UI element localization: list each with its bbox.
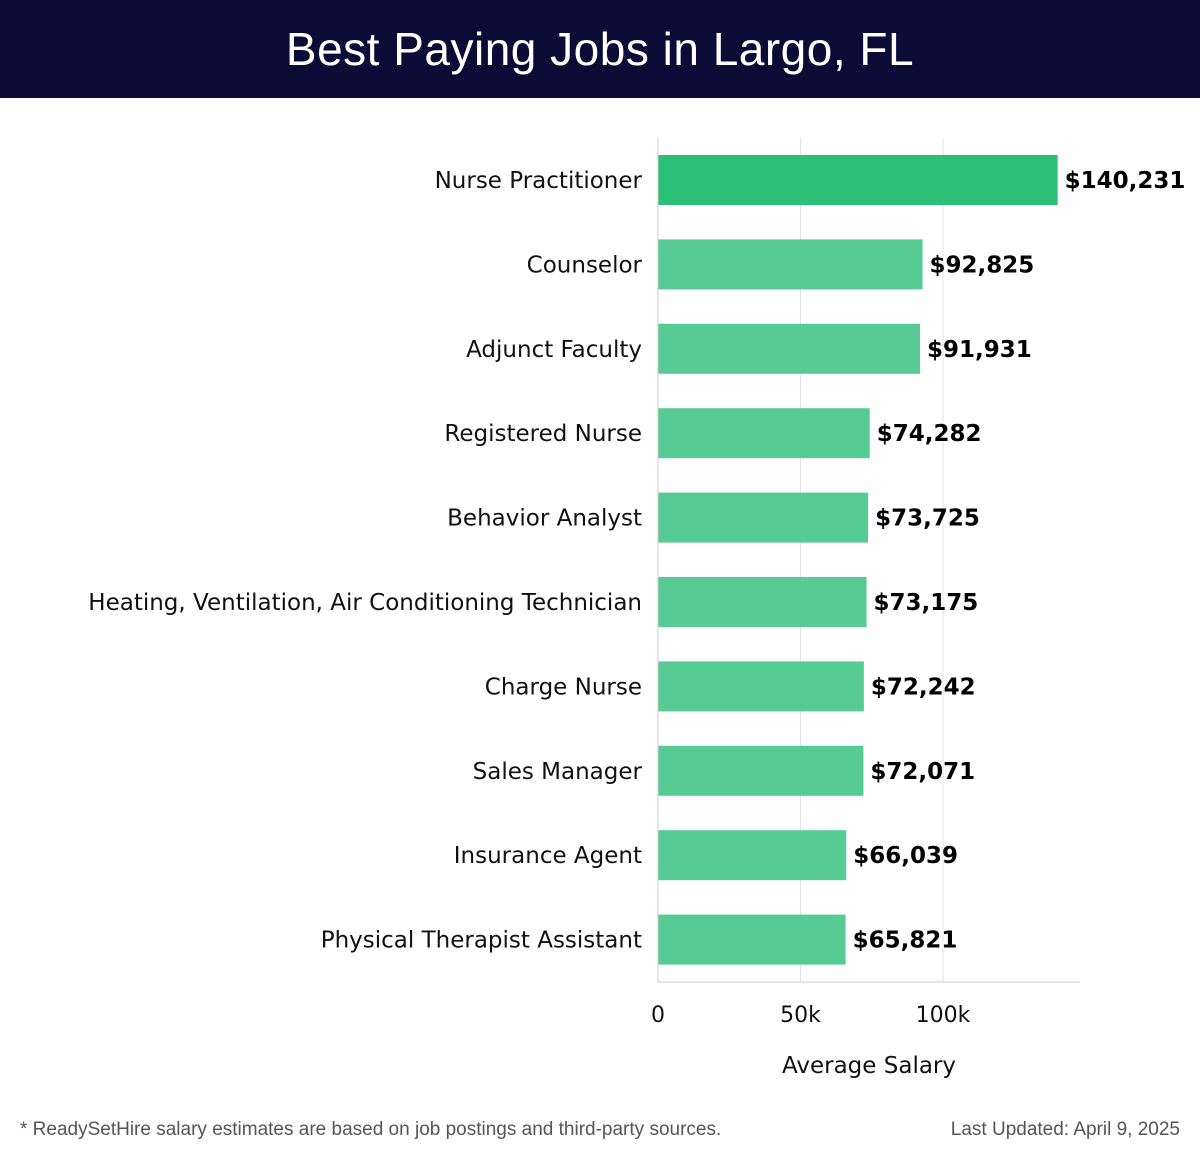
bar	[658, 830, 847, 881]
x-axis-title: Average Salary	[782, 1053, 956, 1079]
last-updated: Last Updated: April 9, 2025	[950, 1119, 1180, 1140]
bar	[658, 661, 864, 712]
bars	[658, 155, 1058, 965]
bar	[658, 577, 867, 627]
category-label: Behavior Analyst	[447, 506, 642, 532]
salary-bar-chart: Nurse Practitioner Counselor Adjunct Facul…	[88, 138, 1186, 1079]
footnote: * ReadySetHire salary estimates are base…	[20, 1119, 722, 1140]
bar	[658, 323, 921, 374]
header-banner: Best Paying Jobs in Largo, FL	[0, 0, 1200, 98]
value-label: $72,242	[871, 674, 976, 700]
value-label: $92,825	[930, 252, 1035, 278]
value-label: $65,821	[853, 928, 958, 954]
category-label: Heating, Ventilation, Air Conditioning T…	[88, 590, 642, 616]
value-label: $74,282	[877, 421, 982, 447]
value-labels: $140,231 $92,825 $91,931 $74,282 $73,725 $73,…	[853, 168, 1186, 954]
value-label: $72,071	[870, 759, 975, 785]
category-label: Sales Manager	[473, 759, 643, 785]
bar	[658, 155, 1058, 205]
category-label: Adjunct Faculty	[466, 337, 642, 363]
value-label: $73,175	[874, 590, 979, 616]
value-label: $73,725	[875, 506, 980, 532]
value-label: $140,231	[1065, 168, 1186, 194]
bar	[658, 239, 923, 290]
value-label: $91,931	[927, 337, 1032, 363]
bar	[658, 408, 870, 459]
bar	[658, 745, 864, 796]
x-tick-label: 0	[651, 1003, 665, 1028]
x-axis: 0 50k 100k Average Salary	[651, 138, 1080, 1079]
value-label: $66,039	[853, 843, 958, 869]
category-labels: Nurse Practitioner Counselor Adjunct Facul…	[88, 168, 642, 954]
category-label: Counselor	[527, 252, 643, 278]
x-tick-label: 50k	[780, 1003, 821, 1028]
bar	[658, 492, 869, 543]
bar	[658, 914, 846, 965]
category-label: Insurance Agent	[454, 843, 642, 869]
category-label: Registered Nurse	[444, 421, 642, 447]
page-title: Best Paying Jobs in Largo, FL	[285, 23, 915, 75]
x-tick-label: 100k	[916, 1003, 971, 1028]
category-label: Charge Nurse	[485, 674, 642, 700]
category-label: Nurse Practitioner	[435, 168, 643, 194]
category-label: Physical Therapist Assistant	[321, 928, 642, 954]
